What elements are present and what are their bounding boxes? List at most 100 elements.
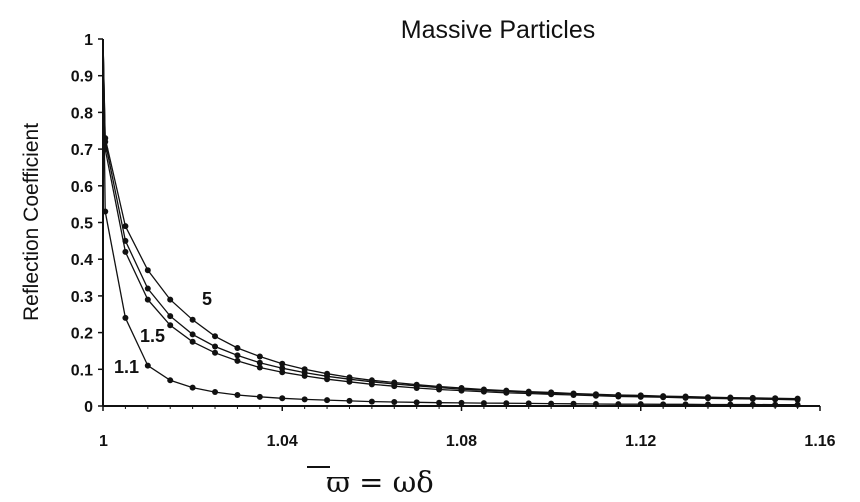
data-point <box>144 267 151 274</box>
data-point <box>212 333 219 340</box>
data-point <box>346 374 353 381</box>
series-unlabeled-2 <box>102 38 801 403</box>
data-point <box>458 399 465 406</box>
x-tick-label: 1.08 <box>446 433 477 450</box>
data-point <box>682 401 689 408</box>
y-tick-label: 0.8 <box>71 105 93 122</box>
data-point <box>525 388 532 395</box>
data-point <box>167 313 174 320</box>
data-point <box>413 381 420 388</box>
x-axis-label: ϖ = ωδ <box>326 465 434 499</box>
data-point <box>279 365 286 372</box>
series-5 <box>102 38 801 402</box>
data-point <box>704 394 711 401</box>
data-point <box>772 401 779 408</box>
axes: 0 0.1 0.2 0.3 0.4 0.5 0.6 0.7 0.8 0.9 1 1 1.04 1.08 1.… <box>71 32 836 450</box>
data-point <box>234 352 241 359</box>
series-line <box>102 38 798 401</box>
series-1.5 <box>102 38 801 403</box>
series-label: 1.1 <box>114 357 139 377</box>
data-point <box>279 395 286 402</box>
data-point <box>615 401 622 408</box>
data-point <box>548 400 555 407</box>
data-point <box>794 401 801 408</box>
data-point <box>167 296 174 303</box>
series-line <box>102 38 798 406</box>
x-tick-label: 1 <box>99 433 108 450</box>
data-point <box>324 370 331 377</box>
series-line <box>102 38 798 400</box>
data-point <box>279 360 286 367</box>
data-point <box>346 397 353 404</box>
data-point <box>615 391 622 398</box>
data-point <box>436 383 443 390</box>
x-tick-label: 1.16 <box>804 433 835 450</box>
data-point <box>637 401 644 408</box>
data-point <box>144 285 151 292</box>
x-tick-label: 1.12 <box>625 433 656 450</box>
series-line <box>102 38 798 400</box>
y-tick-label: 0.9 <box>71 69 93 86</box>
y-tick-label: 0.1 <box>71 362 93 379</box>
data-point <box>592 400 599 407</box>
chart-title: Massive Particles <box>401 16 596 44</box>
data-point <box>102 208 109 215</box>
data-point <box>660 393 667 400</box>
data-point <box>570 400 577 407</box>
data-point <box>324 397 331 404</box>
series-label: 1.5 <box>140 326 165 346</box>
y-tick-label: 0.4 <box>71 252 93 269</box>
data-point <box>122 237 129 244</box>
data-point <box>189 384 196 391</box>
data-point <box>189 331 196 338</box>
y-tick-label: 0.7 <box>71 142 93 159</box>
data-point <box>301 366 308 373</box>
data-point <box>794 395 801 402</box>
data-point <box>189 338 196 345</box>
data-point <box>436 399 443 406</box>
data-point <box>570 390 577 397</box>
data-point <box>234 357 241 364</box>
data-point <box>212 343 219 350</box>
data-point <box>368 377 375 384</box>
data-point <box>144 362 151 369</box>
data-point <box>234 391 241 398</box>
data-point <box>234 345 241 352</box>
data-point <box>391 379 398 386</box>
data-point <box>749 394 756 401</box>
data-point <box>102 135 109 142</box>
data-point <box>256 353 263 360</box>
data-point <box>122 248 129 255</box>
data-point <box>301 396 308 403</box>
data-point <box>548 389 555 396</box>
data-point <box>144 296 151 303</box>
series-1.1 <box>102 38 801 408</box>
data-point <box>525 400 532 407</box>
y-tick-label: 0 <box>84 399 93 416</box>
data-point <box>167 322 174 329</box>
data-point <box>704 401 711 408</box>
data-point <box>772 395 779 402</box>
data-point <box>212 389 219 396</box>
data-point <box>682 393 689 400</box>
data-point <box>256 364 263 371</box>
data-point <box>122 314 129 321</box>
data-point <box>660 401 667 408</box>
data-point <box>480 386 487 393</box>
data-point <box>368 398 375 405</box>
data-point <box>122 223 129 230</box>
y-tick-label: 0.3 <box>71 289 93 306</box>
data-point <box>637 392 644 399</box>
y-tick-label: 0.5 <box>71 216 93 233</box>
data-point <box>458 385 465 392</box>
y-axis-label: Reflection Coefficient <box>20 123 43 321</box>
data-point <box>212 349 219 356</box>
data-point <box>749 401 756 408</box>
data-point <box>189 316 196 323</box>
y-tick-label: 0.6 <box>71 179 93 196</box>
data-point <box>592 391 599 398</box>
data-point <box>256 359 263 366</box>
series-layer <box>102 38 801 408</box>
series-labels: 1.11.5 5 <box>114 289 212 377</box>
